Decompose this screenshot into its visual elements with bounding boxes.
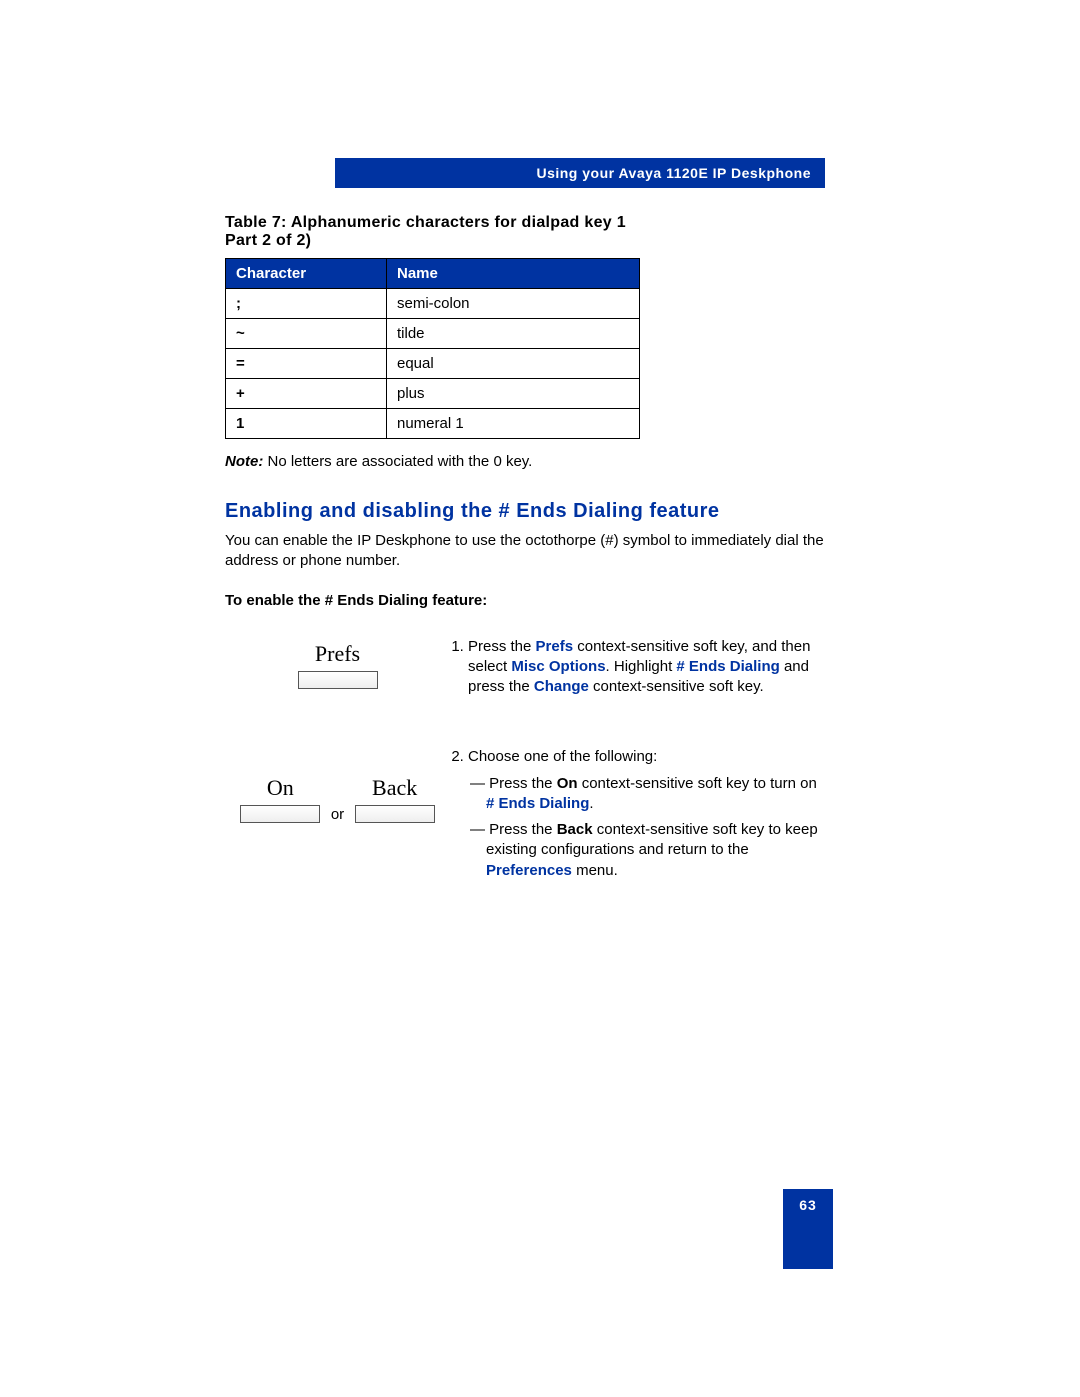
step-2: Choose one of the following: — Press the… — [468, 747, 825, 881]
cell-char: 1 — [226, 409, 387, 439]
cell-char: ; — [226, 289, 387, 319]
section-intro: You can enable the IP Deskphone to use t… — [225, 531, 825, 572]
kw-ends-dialing-2: # Ends Dialing — [486, 795, 589, 812]
col-header-character: Character — [226, 259, 387, 289]
table-row: = equal — [226, 349, 640, 379]
section-subhead: To enable the # Ends Dialing feature: — [225, 592, 825, 609]
table-row: ~ tilde — [226, 319, 640, 349]
or-text: or — [331, 806, 344, 823]
kw-change: Change — [534, 678, 589, 695]
step-2-softkeys: On or Back — [225, 747, 450, 823]
softkey-button-prefs[interactable] — [298, 671, 378, 689]
caption-line-1: Table 7: Alphanumeric characters for dia… — [225, 214, 626, 231]
softkey-button-back[interactable] — [355, 805, 435, 823]
step-2b: — Press the Back context-sensitive soft … — [486, 820, 825, 881]
step-1-row: Prefs Press the Prefs context-sensitive … — [225, 637, 825, 708]
table-row: ; semi-colon — [226, 289, 640, 319]
page-number: 63 — [783, 1189, 833, 1269]
cell-char: + — [226, 379, 387, 409]
kw-on: On — [557, 775, 578, 792]
caption-line-2: Part 2 of 2) — [225, 232, 311, 249]
step-2a: — Press the On context-sensitive soft ke… — [486, 774, 825, 815]
table-row: 1 numeral 1 — [226, 409, 640, 439]
kw-ends-dialing: # Ends Dialing — [676, 658, 779, 675]
kw-back: Back — [557, 821, 593, 838]
cell-char: = — [226, 349, 387, 379]
content-area: Table 7: Alphanumeric characters for dia… — [225, 214, 825, 931]
cell-name: equal — [387, 349, 640, 379]
step-1-softkey: Prefs — [225, 637, 450, 689]
kw-prefs: Prefs — [536, 638, 574, 655]
table-row: + plus — [226, 379, 640, 409]
table-header-row: Character Name — [226, 259, 640, 289]
col-header-name: Name — [387, 259, 640, 289]
cell-name: semi-colon — [387, 289, 640, 319]
kw-preferences: Preferences — [486, 862, 572, 879]
note-label: Note: — [225, 453, 263, 470]
document-page: Using your Avaya 1120E IP Deskphone Tabl… — [0, 0, 1080, 1397]
character-table: Character Name ; semi-colon ~ tilde = eq… — [225, 258, 640, 439]
table-caption: Table 7: Alphanumeric characters for dia… — [225, 214, 825, 250]
cell-name: tilde — [387, 319, 640, 349]
step-1-text: Press the Prefs context-sensitive soft k… — [450, 637, 825, 708]
softkey-label-back: Back — [355, 775, 435, 801]
softkey-label-prefs: Prefs — [298, 641, 378, 667]
cell-name: plus — [387, 379, 640, 409]
step-2-row: On or Back Choose one of the following: … — [225, 747, 825, 891]
step-1: Press the Prefs context-sensitive soft k… — [468, 637, 825, 698]
section-title: Enabling and disabling the # Ends Dialin… — [225, 500, 825, 523]
note-text: Note: No letters are associated with the… — [225, 453, 825, 470]
header-title: Using your Avaya 1120E IP Deskphone — [536, 165, 811, 181]
softkey-button-on[interactable] — [240, 805, 320, 823]
note-body: No letters are associated with the 0 key… — [263, 453, 532, 470]
kw-misc-options: Misc Options — [511, 658, 605, 675]
cell-char: ~ — [226, 319, 387, 349]
page-header: Using your Avaya 1120E IP Deskphone — [335, 158, 825, 188]
cell-name: numeral 1 — [387, 409, 640, 439]
softkey-label-on: On — [240, 775, 320, 801]
step-2-text: Choose one of the following: — Press the… — [450, 747, 825, 891]
